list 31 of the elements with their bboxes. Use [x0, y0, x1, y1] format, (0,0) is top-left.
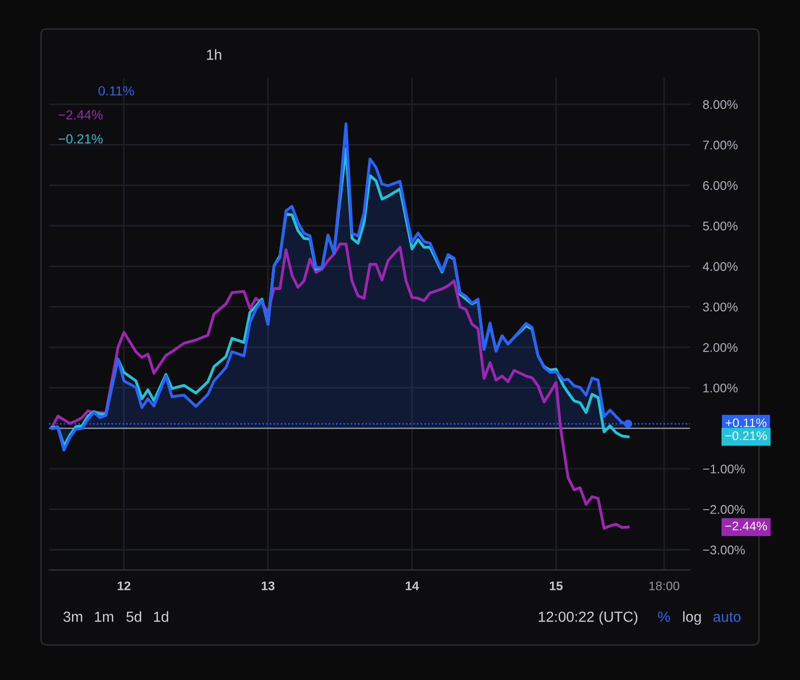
text: −0.21%: [725, 431, 767, 440]
x-tick-label: 13: [262, 581, 274, 590]
y-tick-label: 4.00%: [702, 262, 738, 271]
text: 1m: [94, 612, 114, 622]
annotation: −0.21%: [58, 134, 103, 144]
y-tick-label: 7.00%: [703, 140, 738, 150]
y-tick-label: −3.00%: [703, 546, 745, 554]
y-tick-label: −2.00%: [703, 505, 745, 514]
annotation: −2.44%: [58, 110, 103, 120]
text: auto: [713, 612, 741, 622]
text: %: [658, 612, 670, 622]
y-tick-label: 1.00%: [703, 384, 738, 392]
text: 1h: [207, 49, 222, 60]
text: 5d: [126, 611, 142, 622]
y-tick-label: 2.00%: [703, 343, 738, 352]
x-tick-label: 15: [550, 582, 563, 590]
y-tick-label: −1.00%: [703, 464, 745, 474]
text: 3m: [63, 612, 82, 622]
text: −2.44%: [725, 522, 767, 530]
x-tick-label: 14: [406, 582, 419, 590]
text: log: [683, 611, 701, 625]
text: +0.11%: [726, 418, 766, 428]
y-tick-label: 3.00%: [702, 302, 738, 312]
y-tick-label: 8.00%: [703, 100, 738, 109]
y-tick-label: 6.00%: [703, 181, 738, 190]
y-tick-label: 5.00%: [703, 222, 738, 230]
text: 12:00:22 (UTC): [538, 611, 638, 625]
x-tick-label: 18:00: [649, 581, 680, 590]
annotation: 0.11%: [98, 86, 134, 96]
x-tick-label: 12: [118, 581, 130, 590]
text: 1d: [154, 611, 168, 622]
